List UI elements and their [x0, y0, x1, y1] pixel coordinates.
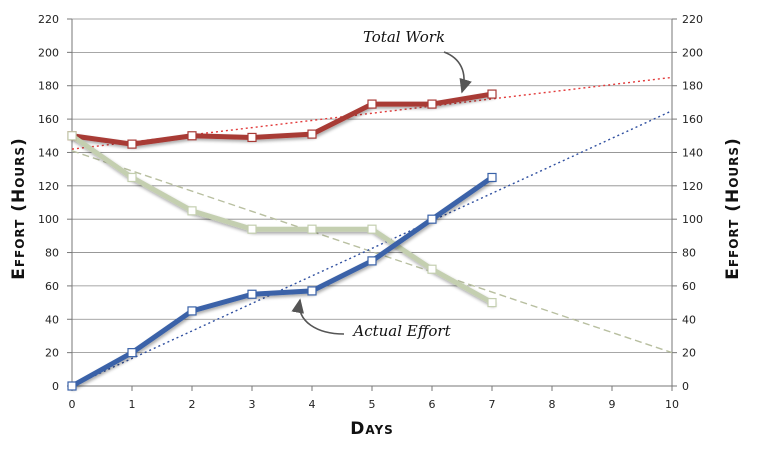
marker-total-2 — [187, 131, 197, 141]
x-tick-label-5: 5 — [369, 398, 376, 411]
marker-actual-1 — [127, 348, 137, 358]
x-tick-label-8: 8 — [549, 398, 556, 411]
x-tick-label-9: 9 — [609, 398, 616, 411]
y-left-tick-label-200: 200 — [38, 46, 59, 59]
x-tick-label-10: 10 — [665, 398, 679, 411]
y-right-tick-label-200: 200 — [682, 46, 703, 59]
marker-remaining-6 — [427, 264, 437, 274]
y-left-tick-label-180: 180 — [38, 80, 59, 93]
marker-total-6 — [427, 99, 437, 109]
y-left-tick-label-220: 220 — [38, 13, 59, 26]
marker-total-7 — [487, 89, 497, 99]
marker-remaining-5 — [367, 224, 377, 234]
y-right-tick-label-60: 60 — [682, 280, 696, 293]
series-line-total — [69, 91, 495, 147]
annotation-arrow-total-work — [443, 51, 472, 94]
x-tick-label-1: 1 — [129, 398, 136, 411]
y-right-tick-label-20: 20 — [682, 347, 696, 360]
annotation-arrow-actual-effort — [291, 298, 345, 335]
y-left-tick-label-80: 80 — [45, 247, 59, 260]
annotation-label-actual-effort: Actual Effort — [351, 322, 451, 340]
series-line-remaining — [69, 133, 495, 306]
y-left-tick-label-20: 20 — [45, 347, 59, 360]
marker-actual-6 — [427, 214, 437, 224]
y-right-tick-label-220: 220 — [682, 13, 703, 26]
x-tick-label-7: 7 — [489, 398, 496, 411]
y-right-tick-label-40: 40 — [682, 313, 696, 326]
y-left-tick-label-100: 100 — [38, 213, 59, 226]
gridlines — [72, 18, 672, 354]
marker-actual-7 — [487, 172, 497, 183]
series-line-actual — [69, 174, 495, 389]
y-right-tick-label-160: 160 — [682, 113, 703, 126]
marker-total-5 — [367, 99, 377, 109]
x-tick-label-6: 6 — [429, 398, 436, 411]
x-tick-label-3: 3 — [249, 398, 256, 411]
marker-remaining-0 — [67, 131, 77, 141]
marker-actual-0 — [67, 381, 77, 391]
y-left-tick-label-60: 60 — [45, 280, 59, 293]
marker-remaining-1 — [127, 172, 137, 183]
y-left-tick-label-0: 0 — [52, 380, 59, 393]
y-left-tick-label-160: 160 — [38, 113, 59, 126]
y-left-tick-label-140: 140 — [38, 146, 59, 159]
data-series — [67, 89, 497, 391]
y-right-tick-label-0: 0 — [682, 380, 689, 393]
annotation-label-total-work: Total Work — [363, 28, 445, 46]
marker-total-4 — [307, 129, 317, 139]
y-axis-right-title: Effort (Hours) — [723, 137, 743, 280]
y-right-tick-label-100: 100 — [682, 213, 703, 226]
y-axis-left-title: Effort (Hours) — [9, 137, 29, 280]
trendline-remaining — [71, 150, 673, 354]
marker-remaining-3 — [247, 224, 257, 234]
y-left-tick-label-120: 120 — [38, 180, 59, 193]
marker-total-3 — [247, 132, 257, 143]
marker-actual-3 — [247, 289, 257, 299]
y-right-tick-label-140: 140 — [682, 146, 703, 159]
y-right-tick-label-120: 120 — [682, 180, 703, 193]
marker-total-1 — [127, 139, 137, 149]
x-tick-label-4: 4 — [309, 398, 316, 411]
marker-actual-4 — [307, 286, 317, 296]
marker-remaining-2 — [187, 206, 197, 216]
y-left-tick-label-40: 40 — [45, 313, 59, 326]
marker-actual-2 — [187, 306, 197, 316]
x-tick-label-2: 2 — [189, 398, 196, 411]
marker-remaining-7 — [487, 297, 497, 308]
x-tick-label-0: 0 — [69, 398, 76, 411]
x-axis-title: Days — [350, 419, 394, 439]
y-right-tick-label-180: 180 — [682, 80, 703, 93]
y-right-tick-label-80: 80 — [682, 247, 696, 260]
marker-remaining-4 — [307, 224, 317, 234]
marker-actual-5 — [367, 256, 377, 266]
annotations: Total Work Actual Effort — [291, 28, 472, 340]
trendline-actual — [71, 110, 673, 387]
